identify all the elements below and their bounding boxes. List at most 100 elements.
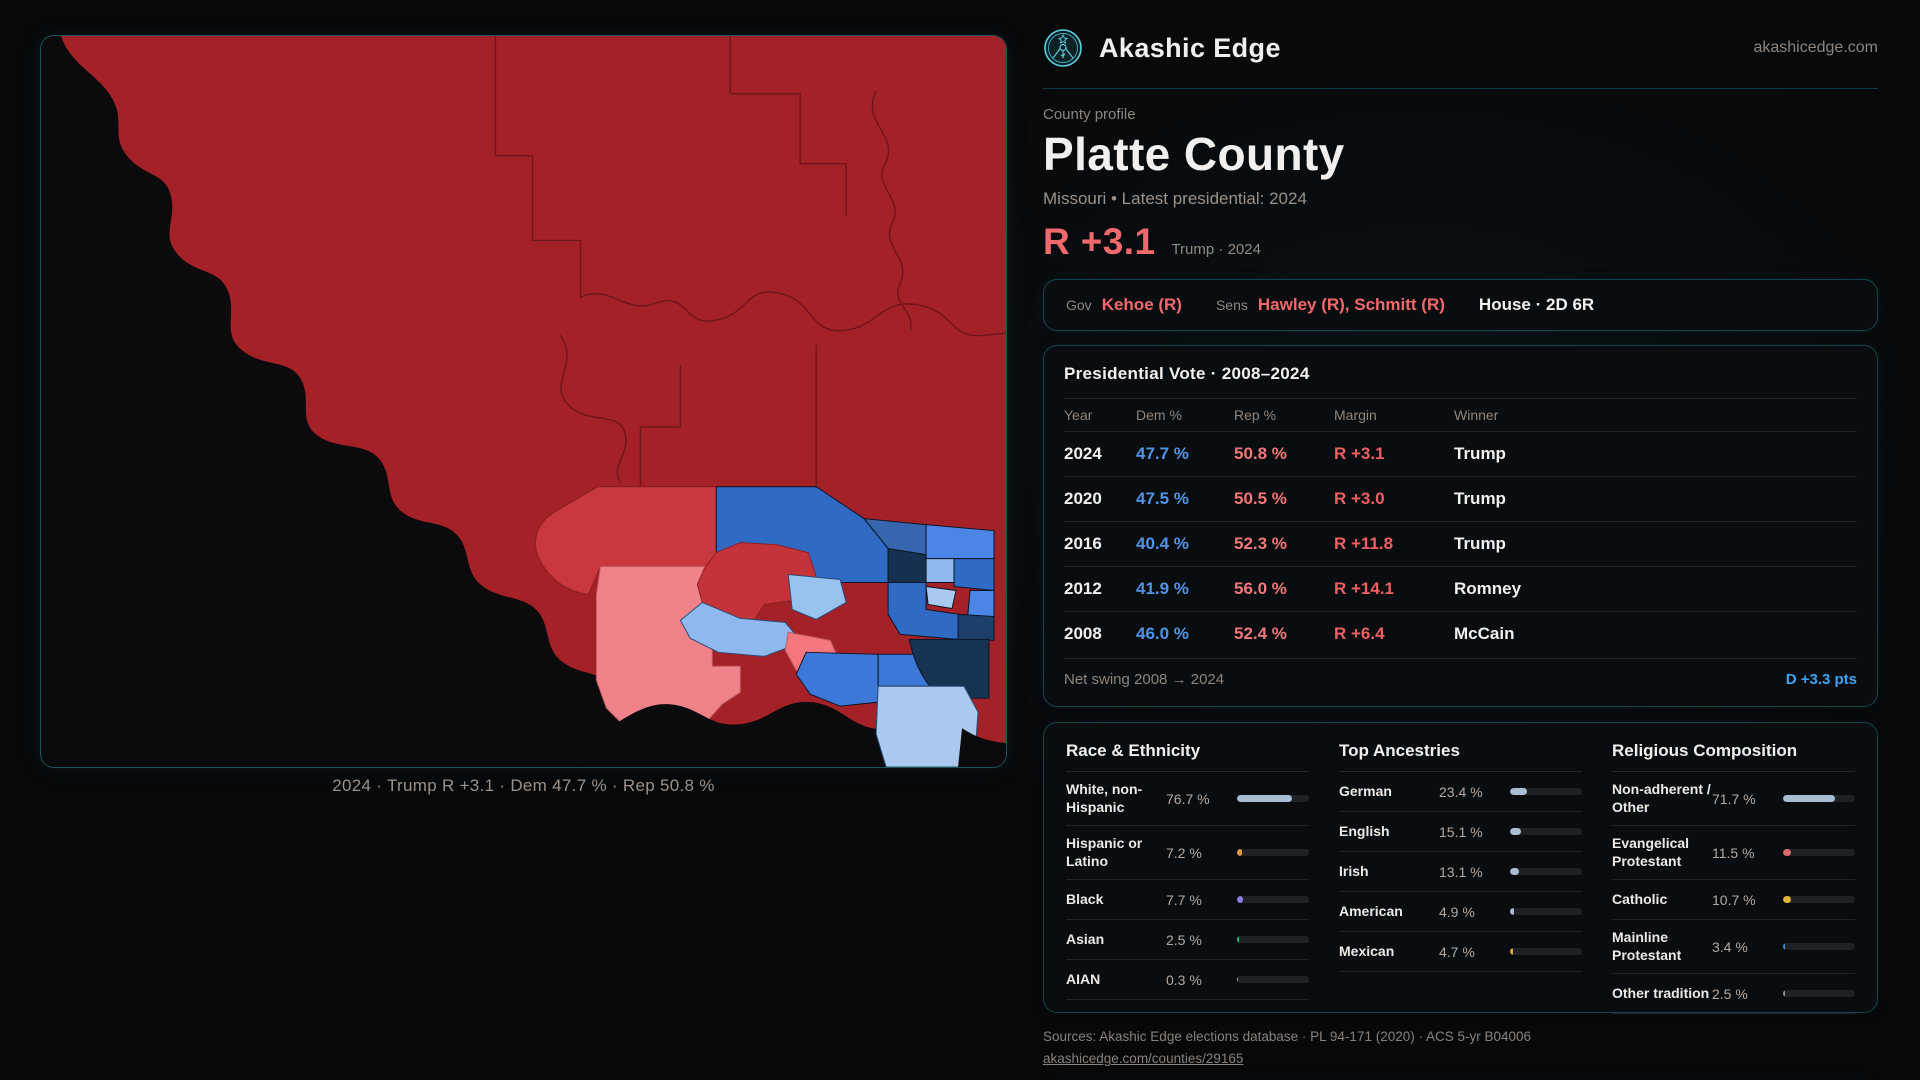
stat-label: Catholic (1612, 890, 1668, 907)
header-divider (1043, 88, 1878, 89)
stat-row: English 15.1 % (1339, 812, 1582, 852)
cell-winner: Trump (1454, 534, 1506, 553)
stat-label: Asian (1066, 930, 1105, 947)
stat-bar-fill (1510, 948, 1514, 955)
cell-winner: Trump (1454, 489, 1506, 508)
cell-dem: 47.5 % (1136, 489, 1189, 508)
stat-bar-fill (1237, 849, 1243, 856)
app-header: Akashic Edge akashicedge.com (1043, 0, 1878, 68)
stat-bar (1783, 896, 1855, 903)
stat-row: Irish 13.1 % (1339, 852, 1582, 892)
cell-year: 2016 (1064, 534, 1102, 553)
col-dem: Dem % (1136, 407, 1182, 423)
cell-winner: McCain (1454, 624, 1515, 643)
house-delegation: House · 2D 6R (1478, 295, 1595, 314)
stat-row: AIAN 0.3 % (1066, 960, 1309, 1000)
stat-bar (1237, 936, 1309, 943)
cell-year: 2024 (1064, 444, 1102, 463)
cell-margin: R +11.8 (1334, 534, 1394, 553)
stat-bar-fill (1237, 936, 1239, 943)
cell-rep: 52.3 % (1234, 534, 1287, 553)
stat-value: 4.7 % (1439, 943, 1475, 960)
map-suburban-cluster (535, 486, 995, 739)
stat-label: Irish (1339, 862, 1369, 879)
cell-winner: Romney (1454, 579, 1522, 598)
cell-margin: R +3.1 (1334, 444, 1385, 463)
stat-bar (1783, 990, 1855, 997)
vote-table-body: 2024 47.7 % 50.8 % R +3.1 Trump 2020 47.… (1064, 431, 1857, 656)
vote-table-row: 2020 47.5 % 50.5 % R +3.0 Trump (1064, 476, 1857, 521)
stat-column-title: Religious Composition (1612, 741, 1855, 772)
sources-note: Sources: Akashic Edge elections database… (1043, 1026, 1878, 1071)
vote-table-header: Year Dem % Rep % Margin Winner (1064, 398, 1857, 431)
officials-bar: Gov Kehoe (R) Sens Hawley (R), Schmitt (… (1043, 279, 1878, 331)
stat-row: Non-adherent / Other 71.7 % (1612, 772, 1855, 826)
brand-domain-link[interactable]: akashicedge.com (1753, 39, 1878, 56)
stat-value: 71.7 % (1712, 790, 1756, 807)
stat-bar (1237, 849, 1309, 856)
stat-bar (1237, 976, 1309, 983)
top-ancestries-column: Top Ancestries German 23.4 % English 15.… (1339, 741, 1582, 1014)
stat-column-title: Top Ancestries (1339, 741, 1582, 772)
stat-row: White, non-Hispanic 76.7 % (1066, 772, 1309, 826)
precinct-map[interactable] (41, 36, 1006, 767)
stat-value: 2.5 % (1712, 985, 1748, 1002)
stat-bar-fill (1783, 990, 1785, 997)
cell-dem: 40.4 % (1136, 534, 1189, 553)
stat-bar-fill (1510, 868, 1520, 875)
stat-bar (1783, 795, 1855, 802)
stat-label: English (1339, 822, 1390, 839)
cell-margin: R +6.4 (1334, 624, 1385, 643)
stat-value: 10.7 % (1712, 891, 1756, 908)
stat-bar-fill (1783, 896, 1791, 903)
stat-row: Black 7.7 % (1066, 880, 1309, 920)
stat-label: Other tradition (1612, 984, 1710, 1001)
col-rep: Rep % (1234, 407, 1277, 423)
senators-value: Hawley (R), Schmitt (R) (1257, 295, 1445, 314)
col-winner: Winner (1454, 407, 1499, 423)
brand-name: Akashic Edge (1099, 32, 1281, 63)
cell-year: 2008 (1064, 624, 1102, 643)
stat-row: Catholic 10.7 % (1612, 880, 1855, 920)
precinct-map-card (40, 35, 1007, 768)
stat-label: Non-adherent / Other (1612, 781, 1711, 815)
stat-value: 23.4 % (1439, 783, 1483, 800)
map-region-dem-riverside (875, 685, 979, 767)
cell-rep: 50.8 % (1234, 444, 1287, 463)
cell-year: 2020 (1064, 489, 1102, 508)
stat-label: AIAN (1066, 970, 1101, 987)
stat-bar-fill (1510, 828, 1521, 835)
governor-label: Gov (1066, 297, 1092, 313)
stat-bar (1510, 908, 1582, 915)
presidential-vote-panel: Presidential Vote · 2008–2024 Year Dem %… (1043, 345, 1878, 707)
county-profile-panel: Akashic Edge akashicedge.com County prof… (1043, 0, 1878, 1080)
eyebrow-label: County profile (1043, 106, 1136, 123)
map-precinct-boundaries (494, 36, 1006, 488)
stat-value: 15.1 % (1439, 823, 1483, 840)
stat-value: 11.5 % (1712, 844, 1755, 861)
demographics-panel: Race & Ethnicity White, non-Hispanic 76.… (1043, 722, 1878, 1014)
stat-bar-fill (1237, 896, 1243, 903)
stat-label: American (1339, 902, 1403, 919)
county-permalink[interactable]: akashicedge.com/counties/29165 (1043, 1051, 1244, 1067)
stat-bar (1783, 943, 1855, 950)
stat-row: Mexican 4.7 % (1339, 932, 1582, 972)
stat-row: Other tradition 2.5 % (1612, 974, 1855, 1014)
stat-bar (1237, 795, 1309, 802)
stat-value: 13.1 % (1439, 863, 1483, 880)
stat-bar-fill (1783, 849, 1792, 856)
stat-value: 7.2 % (1166, 844, 1202, 861)
vote-table-row: 2024 47.7 % 50.8 % R +3.1 Trump (1064, 431, 1857, 476)
page-subtitle: Missouri • Latest presidential: 2024 (1043, 189, 1307, 208)
stat-bar (1510, 828, 1582, 835)
stat-row: Hispanic or Latino 7.2 % (1066, 826, 1309, 880)
stat-row: American 4.9 % (1339, 892, 1582, 932)
vote-table-row: 2008 46.0 % 52.4 % R +6.4 McCain (1064, 611, 1857, 656)
stat-value: 7.7 % (1166, 891, 1202, 908)
map-river-corner (958, 728, 1006, 767)
stat-label: Mainline Protestant (1612, 929, 1682, 963)
stat-row: German 23.4 % (1339, 772, 1582, 812)
stat-value: 4.9 % (1439, 903, 1475, 920)
vote-table-row: 2012 41.9 % 56.0 % R +14.1 Romney (1064, 566, 1857, 611)
vote-panel-title: Presidential Vote · 2008–2024 (1064, 364, 1310, 383)
